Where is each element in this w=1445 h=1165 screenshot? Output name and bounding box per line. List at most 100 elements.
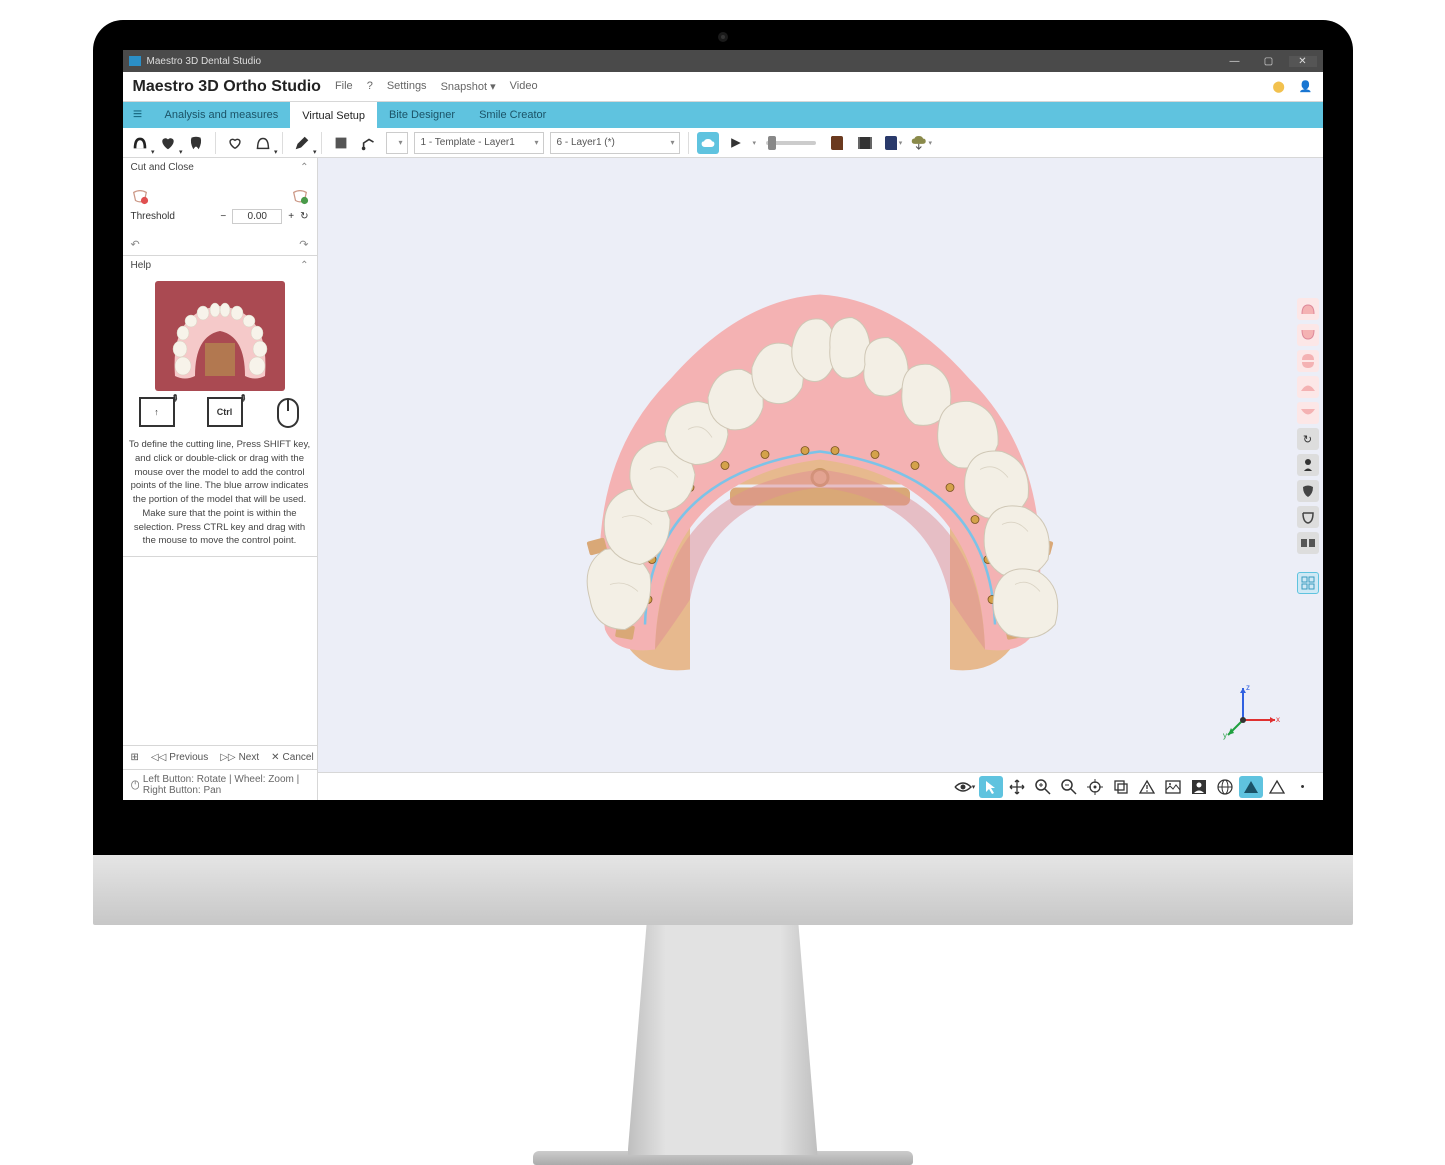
- menu-snapshot[interactable]: Snapshot ▾: [441, 80, 496, 93]
- tab-analysis[interactable]: Analysis and measures: [153, 102, 291, 128]
- shade-wire-icon[interactable]: [1265, 776, 1289, 798]
- titlebar: Maestro 3D Dental Studio — ▢ ✕: [123, 50, 1323, 72]
- maximize-button[interactable]: ▢: [1255, 56, 1283, 67]
- cut-close-panel: Cut and Close ⌃ Threshold: [123, 158, 317, 256]
- region-add-icon[interactable]: [291, 187, 309, 205]
- arch-both-icon[interactable]: [1297, 350, 1319, 372]
- threshold-reset-icon[interactable]: ↻: [300, 211, 308, 222]
- arch-lower-icon[interactable]: [1297, 324, 1319, 346]
- shift-key-icon: ↑✎: [139, 397, 175, 427]
- ctrl-key-icon: Ctrl✎: [207, 397, 243, 427]
- menu-file[interactable]: File: [335, 80, 353, 93]
- book-icon[interactable]: [826, 132, 848, 154]
- viewport[interactable]: ↻ z x y: [318, 158, 1323, 800]
- help-text: To define the cutting line, Press SHIFT …: [123, 438, 317, 556]
- rotate-icon[interactable]: ↻: [1297, 428, 1319, 450]
- tab-strip: ≡ Analysis and measures Virtual Setup Bi…: [123, 102, 1323, 128]
- layer-dropdown[interactable]: 6 - Layer1 (*): [550, 132, 680, 154]
- mouse-icon: [275, 397, 301, 432]
- menu-help[interactable]: ?: [367, 80, 373, 93]
- book2-icon[interactable]: ▾: [882, 132, 904, 154]
- dot-top-icon[interactable]: [1297, 454, 1319, 476]
- play-button[interactable]: [725, 132, 747, 154]
- speed-slider[interactable]: [766, 141, 816, 145]
- menu-settings[interactable]: Settings: [387, 80, 427, 93]
- zoom-in-icon[interactable]: [1031, 776, 1055, 798]
- grid-view-icon[interactable]: [1297, 572, 1319, 594]
- heart-icon[interactable]: ▾: [157, 132, 179, 154]
- cancel-button[interactable]: ✕ Cancel: [271, 752, 314, 763]
- app-title: Maestro 3D Ortho Studio: [133, 78, 321, 96]
- next-button[interactable]: ▷▷ Next: [220, 752, 259, 763]
- robot-arm-icon[interactable]: [358, 132, 380, 154]
- svg-text:x: x: [1276, 715, 1280, 724]
- cloud-sync-icon[interactable]: ▾: [910, 132, 932, 154]
- help-title: Help: [131, 260, 152, 271]
- tab-virtual-setup[interactable]: Virtual Setup: [290, 102, 377, 128]
- threshold-input[interactable]: 0.00: [232, 209, 282, 224]
- menu-video[interactable]: Video: [510, 80, 538, 93]
- region-delete-icon[interactable]: [131, 187, 149, 205]
- cursor-mode-icon[interactable]: [979, 776, 1003, 798]
- hamburger-button[interactable]: ≡: [123, 102, 153, 128]
- profile-icon[interactable]: [1187, 776, 1211, 798]
- threshold-minus[interactable]: −: [220, 211, 226, 222]
- app-icon: [129, 56, 141, 66]
- cup-icon[interactable]: [1297, 506, 1319, 528]
- template-dropdown[interactable]: 1 - Template - Layer1: [414, 132, 544, 154]
- svg-text:z: z: [1246, 683, 1250, 692]
- copy-icon[interactable]: [1109, 776, 1133, 798]
- imac-chin: [93, 855, 1353, 925]
- app-header: Maestro 3D Ortho Studio File ? Settings …: [123, 72, 1323, 102]
- shield-icon[interactable]: [1297, 480, 1319, 502]
- cross-section-icon[interactable]: ▾: [252, 132, 274, 154]
- close-button[interactable]: ✕: [1289, 56, 1317, 67]
- gum-lower-icon[interactable]: [1297, 402, 1319, 424]
- collapse-icon[interactable]: ⌃: [300, 162, 308, 173]
- film-icon[interactable]: [854, 132, 876, 154]
- titlebar-text: Maestro 3D Dental Studio: [147, 56, 262, 67]
- imac-stand: [628, 925, 818, 1155]
- axes-gizmo[interactable]: z x y: [1223, 680, 1283, 740]
- arch-upper-icon[interactable]: [1297, 298, 1319, 320]
- globe-icon[interactable]: [1213, 776, 1237, 798]
- dental-model[interactable]: [510, 230, 1130, 703]
- move-icon[interactable]: [1005, 776, 1029, 798]
- pen-tool-icon[interactable]: ▾: [291, 132, 313, 154]
- shade-solid-icon[interactable]: [1239, 776, 1263, 798]
- minimize-button[interactable]: —: [1221, 56, 1249, 67]
- mouse-icon: [131, 778, 139, 792]
- redo-button[interactable]: ↷: [299, 238, 308, 251]
- chat-icon[interactable]: ⬤: [1272, 80, 1284, 93]
- prev-button[interactable]: ◁◁ Previous: [151, 752, 208, 763]
- mouse-hints: Left Button: Rotate | Wheel: Zoom | Righ…: [123, 769, 317, 800]
- point-icon[interactable]: •: [1291, 776, 1315, 798]
- visibility-icon[interactable]: ▾: [953, 776, 977, 798]
- separator: [688, 132, 689, 154]
- zoom-out-icon[interactable]: [1057, 776, 1081, 798]
- hollow-heart-icon[interactable]: [224, 132, 246, 154]
- warning-icon[interactable]: [1135, 776, 1159, 798]
- collapse-icon[interactable]: ⌃: [300, 260, 308, 271]
- tooth-icon[interactable]: [185, 132, 207, 154]
- cube-icon[interactable]: [330, 132, 352, 154]
- template-index-dropdown[interactable]: [386, 132, 408, 154]
- main-menu: File ? Settings Snapshot ▾ Video: [335, 80, 538, 93]
- image-icon[interactable]: [1161, 776, 1185, 798]
- center-icon[interactable]: [1083, 776, 1107, 798]
- gum-upper-icon[interactable]: [1297, 376, 1319, 398]
- split-icon[interactable]: [1297, 532, 1319, 554]
- webcam: [718, 32, 728, 42]
- svg-text:y: y: [1223, 731, 1227, 740]
- undo-button[interactable]: ↶: [131, 238, 140, 251]
- tab-smile-creator[interactable]: Smile Creator: [467, 102, 558, 128]
- expand-icon[interactable]: ⊞: [131, 752, 139, 763]
- user-icon[interactable]: 👤: [1299, 80, 1313, 93]
- separator: [321, 132, 322, 154]
- tab-bite-designer[interactable]: Bite Designer: [377, 102, 467, 128]
- arch-icon[interactable]: ▾: [129, 132, 151, 154]
- threshold-plus[interactable]: +: [288, 211, 294, 222]
- view-toolbar: ▾ •: [318, 772, 1323, 800]
- toggle-cloud-button[interactable]: [697, 132, 719, 154]
- left-sidebar: Cut and Close ⌃ Threshold: [123, 158, 318, 800]
